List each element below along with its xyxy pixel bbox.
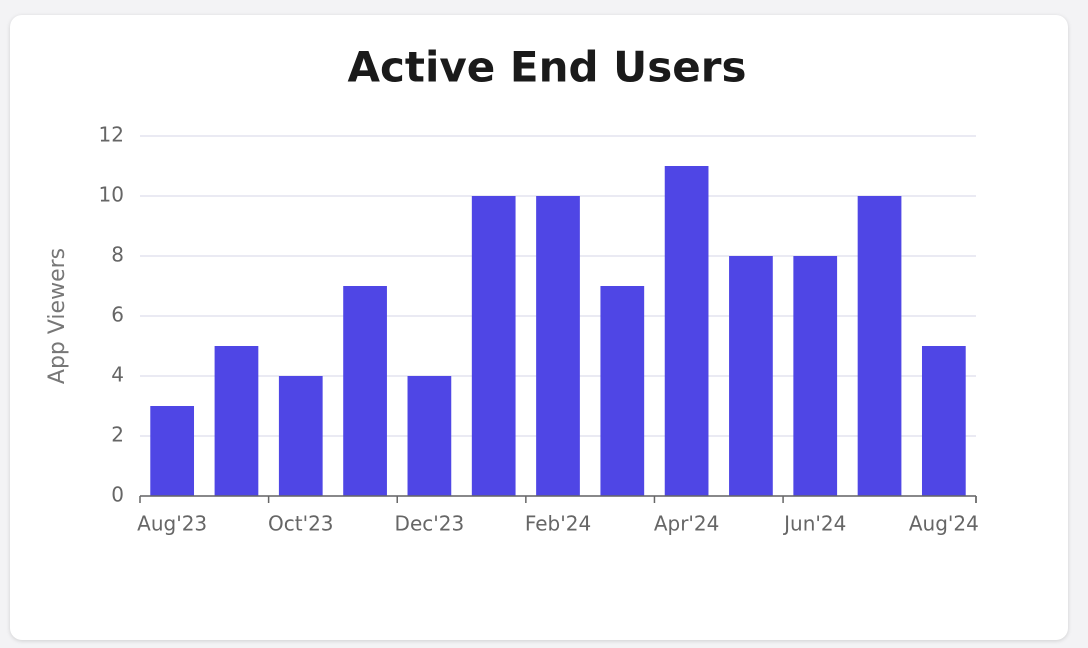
bar — [793, 256, 838, 496]
y-tick-label: 4 — [111, 363, 124, 387]
y-axis-label: App Viewers — [45, 248, 70, 384]
y-tick-label: 10 — [99, 183, 124, 207]
bar — [857, 196, 902, 496]
bar — [150, 406, 195, 496]
y-tick-label: 6 — [111, 303, 124, 327]
x-tick-label: Jun'24 — [782, 512, 846, 536]
bar — [600, 286, 645, 496]
y-tick-label: 12 — [99, 123, 124, 147]
bar — [536, 196, 580, 496]
bar — [471, 196, 516, 496]
bar — [921, 346, 966, 496]
y-tick-label: 8 — [111, 243, 124, 267]
x-tick-label: Oct'23 — [268, 512, 334, 536]
x-tick-label: Aug'24 — [909, 512, 979, 536]
x-tick-label: Apr'24 — [654, 512, 720, 536]
chart-title: Active End Users — [348, 43, 747, 92]
y-tick-label: 2 — [111, 423, 124, 447]
bar — [278, 376, 323, 496]
bar — [214, 346, 259, 496]
bar — [664, 166, 709, 496]
x-tick-label: Aug'23 — [137, 512, 207, 536]
bar — [729, 256, 773, 496]
y-tick-label: 0 — [111, 483, 124, 507]
bar — [343, 286, 387, 496]
x-tick-label: Feb'24 — [525, 512, 591, 536]
x-tick-label: Dec'23 — [395, 512, 465, 536]
bar — [407, 376, 452, 496]
